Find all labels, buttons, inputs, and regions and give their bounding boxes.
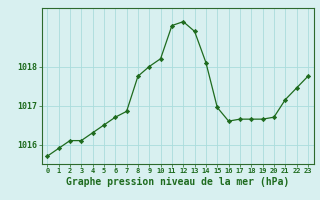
X-axis label: Graphe pression niveau de la mer (hPa): Graphe pression niveau de la mer (hPa) <box>66 177 289 187</box>
